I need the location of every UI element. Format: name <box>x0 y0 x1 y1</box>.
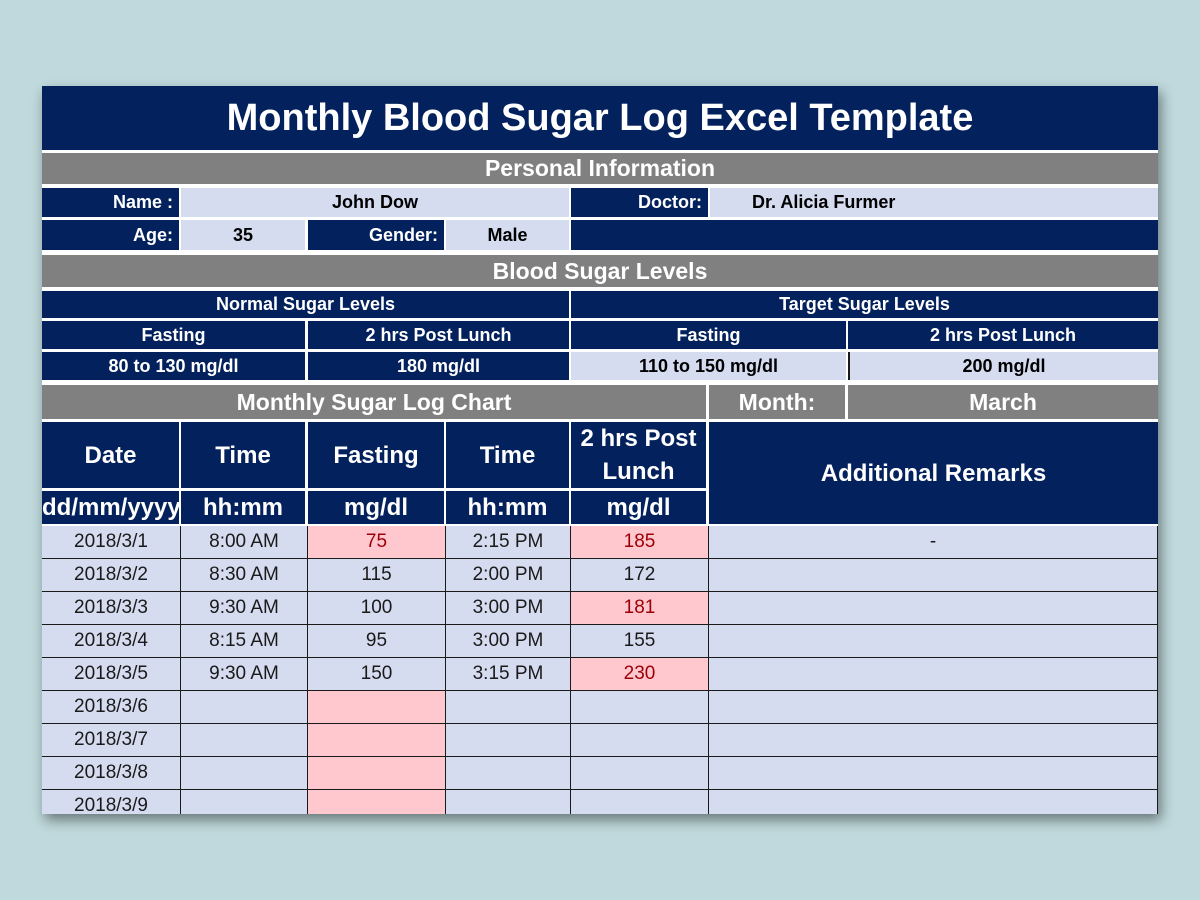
target-post-value[interactable]: 200 mg/dl <box>848 352 1158 380</box>
name-value[interactable]: John Dow <box>181 188 569 217</box>
target-post-label: 2 hrs Post Lunch <box>848 321 1158 349</box>
blood-sugar-levels-header: Blood Sugar Levels <box>42 255 1158 287</box>
fasting-time-cell[interactable]: 8:15 AM <box>181 625 308 658</box>
normal-post-label: 2 hrs Post Lunch <box>308 321 569 349</box>
col-header-remarks: Additional Remarks <box>709 422 1158 524</box>
unit-date: dd/mm/yyyy <box>42 491 179 524</box>
fasting-value-cell[interactable]: 100 <box>308 592 446 625</box>
fasting-value-cell[interactable] <box>308 790 446 814</box>
date-cell[interactable]: 2018/3/6 <box>42 691 181 724</box>
post-time-cell[interactable] <box>446 724 571 757</box>
post-value-cell[interactable]: 181 <box>571 592 709 625</box>
remarks-cell[interactable]: - <box>709 526 1158 559</box>
post-time-cell[interactable] <box>446 757 571 790</box>
fasting-time-cell[interactable] <box>181 724 308 757</box>
normal-levels-title: Normal Sugar Levels <box>42 291 569 318</box>
name-label: Name : <box>42 188 179 217</box>
fasting-time-cell[interactable] <box>181 790 308 814</box>
fasting-time-cell[interactable]: 9:30 AM <box>181 592 308 625</box>
post-value-cell[interactable] <box>571 691 709 724</box>
remarks-cell[interactable] <box>709 691 1158 724</box>
fasting-value-cell[interactable]: 75 <box>308 526 446 559</box>
target-levels-title: Target Sugar Levels <box>571 291 1158 318</box>
date-cell[interactable]: 2018/3/5 <box>42 658 181 691</box>
post-time-cell[interactable]: 2:15 PM <box>446 526 571 559</box>
unit-post-lunch: mg/dl <box>571 491 706 524</box>
col-header-date: Date <box>42 422 179 488</box>
target-fasting-value[interactable]: 110 to 150 mg/dl <box>571 352 846 380</box>
remarks-cell[interactable] <box>709 757 1158 790</box>
doctor-label: Doctor: <box>571 188 708 217</box>
fasting-time-cell[interactable] <box>181 691 308 724</box>
date-cell[interactable]: 2018/3/3 <box>42 592 181 625</box>
blank-info-cell <box>571 220 1158 250</box>
unit-time-post: hh:mm <box>446 491 569 524</box>
col-header-post-lunch: 2 hrs Post Lunch <box>571 422 706 488</box>
doctor-value[interactable]: Dr. Alicia Furmer <box>710 188 1158 217</box>
col-header-time-post: Time <box>446 422 569 488</box>
log-chart-header: Monthly Sugar Log Chart <box>42 385 706 419</box>
date-cell[interactable]: 2018/3/4 <box>42 625 181 658</box>
date-cell[interactable]: 2018/3/7 <box>42 724 181 757</box>
month-label: Month: <box>709 385 845 419</box>
post-value-cell[interactable]: 185 <box>571 526 709 559</box>
fasting-time-cell[interactable]: 8:00 AM <box>181 526 308 559</box>
date-cell[interactable]: 2018/3/9 <box>42 790 181 814</box>
fasting-time-cell[interactable]: 9:30 AM <box>181 658 308 691</box>
fasting-value-cell[interactable] <box>308 757 446 790</box>
fasting-value-cell[interactable] <box>308 724 446 757</box>
gender-label: Gender: <box>308 220 444 250</box>
sheet-title: Monthly Blood Sugar Log Excel Template <box>42 86 1158 150</box>
post-time-cell[interactable] <box>446 691 571 724</box>
post-value-cell[interactable] <box>571 724 709 757</box>
remarks-cell[interactable] <box>709 559 1158 592</box>
date-cell[interactable]: 2018/3/2 <box>42 559 181 592</box>
age-value[interactable]: 35 <box>181 220 305 250</box>
remarks-cell[interactable] <box>709 790 1158 814</box>
post-value-cell[interactable]: 155 <box>571 625 709 658</box>
post-value-cell[interactable]: 172 <box>571 559 709 592</box>
unit-fasting: mg/dl <box>308 491 444 524</box>
month-value[interactable]: March <box>848 385 1158 419</box>
date-cell[interactable]: 2018/3/1 <box>42 526 181 559</box>
fasting-value-cell[interactable]: 115 <box>308 559 446 592</box>
post-value-cell[interactable]: 230 <box>571 658 709 691</box>
remarks-cell[interactable] <box>709 724 1158 757</box>
post-time-cell[interactable]: 3:00 PM <box>446 592 571 625</box>
post-time-cell[interactable]: 3:15 PM <box>446 658 571 691</box>
post-time-cell[interactable] <box>446 790 571 814</box>
personal-info-header: Personal Information <box>42 153 1158 184</box>
remarks-cell[interactable] <box>709 658 1158 691</box>
gender-value[interactable]: Male <box>446 220 569 250</box>
target-fasting-label: Fasting <box>571 321 846 349</box>
fasting-value-cell[interactable]: 95 <box>308 625 446 658</box>
normal-fasting-label: Fasting <box>42 321 305 349</box>
unit-time: hh:mm <box>181 491 305 524</box>
normal-post-value: 180 mg/dl <box>308 352 569 380</box>
date-cell[interactable]: 2018/3/8 <box>42 757 181 790</box>
post-value-cell[interactable] <box>571 757 709 790</box>
remarks-cell[interactable] <box>709 625 1158 658</box>
post-value-cell[interactable] <box>571 790 709 814</box>
remarks-cell[interactable] <box>709 592 1158 625</box>
post-time-cell[interactable]: 3:00 PM <box>446 625 571 658</box>
spreadsheet: Monthly Blood Sugar Log Excel Template P… <box>42 86 1158 814</box>
fasting-value-cell[interactable]: 150 <box>308 658 446 691</box>
fasting-value-cell[interactable] <box>308 691 446 724</box>
fasting-time-cell[interactable]: 8:30 AM <box>181 559 308 592</box>
normal-fasting-value: 80 to 130 mg/dl <box>42 352 305 380</box>
col-header-fasting: Fasting <box>308 422 444 488</box>
post-time-cell[interactable]: 2:00 PM <box>446 559 571 592</box>
col-header-time: Time <box>181 422 305 488</box>
fasting-time-cell[interactable] <box>181 757 308 790</box>
age-label: Age: <box>42 220 179 250</box>
